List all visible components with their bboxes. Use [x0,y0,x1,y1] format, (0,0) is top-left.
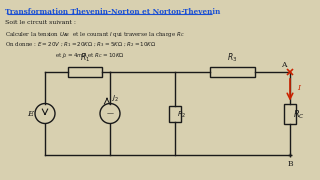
Text: I: I [297,84,300,92]
Text: A: A [282,61,287,69]
Text: Soit le circuit suivant :: Soit le circuit suivant : [5,20,76,25]
Bar [210,67,255,77]
Text: $R_C$: $R_C$ [293,108,305,121]
Text: On donne : $E = 20V$ ; $R_1 = 20K\Omega$ ; $R_3 = 5K\Omega$ ; $R_2 = 10K\Omega$: On donne : $E = 20V$ ; $R_1 = 20K\Omega$… [5,40,156,49]
Text: $J_2$: $J_2$ [111,93,119,104]
Text: $R_1$: $R_1$ [80,51,90,64]
Text: $R_2$: $R_2$ [177,109,187,120]
Text: Calculer la tension $U_{AB}$  et le courant $I$ qui traverse la charge $R_C$: Calculer la tension $U_{AB}$ et le coura… [5,30,185,39]
Text: $R_3$: $R_3$ [227,51,238,64]
Text: Transformation Thevenin-Norton et Norton-Thevenin: Transformation Thevenin-Norton et Norton… [5,8,220,16]
Text: —: — [107,111,114,116]
Bar [169,105,181,122]
Text: B: B [287,160,293,168]
Text: E: E [27,109,33,118]
Bar [68,67,102,77]
Bar [284,103,296,123]
Text: et $J_2 = 4mA$ et $R_C = 10K\Omega$: et $J_2 = 4mA$ et $R_C = 10K\Omega$ [55,51,125,60]
